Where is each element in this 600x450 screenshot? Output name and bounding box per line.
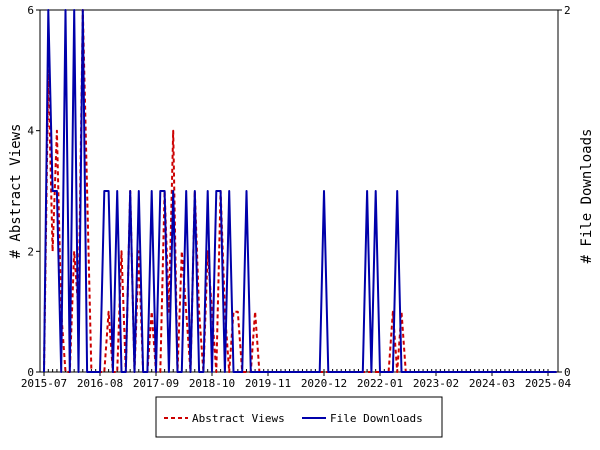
y2-ticks: 02 xyxy=(558,4,571,379)
x-tick-label: 2015-07 xyxy=(21,377,67,390)
y-ticks: 0 2 4 6 xyxy=(27,4,40,379)
y2-tick-label: 0 xyxy=(564,366,571,379)
file-downloads-line xyxy=(43,9,557,373)
x-tick-label: 2022-01 xyxy=(357,377,403,390)
y2-tick-label: 2 xyxy=(564,4,571,17)
x-tick-label: 2024-03 xyxy=(469,377,515,390)
x-tick-label: 2017-09 xyxy=(133,377,179,390)
series-file-downloads xyxy=(43,9,557,373)
x-tick-label: 2018-10 xyxy=(189,377,235,390)
y-tick-label: 2 xyxy=(27,245,34,258)
y-tick-label: 4 xyxy=(27,125,34,138)
y-axis-title: # Abstract Views xyxy=(8,124,24,259)
legend-box xyxy=(155,396,443,438)
y2-axis-title: # File Downloads xyxy=(579,129,595,264)
x-tick-label: 2020-12 xyxy=(301,377,347,390)
x-ticks: 2015-07 2016-08 2017-09 2018-10 2019-11 2020-… xyxy=(21,369,572,390)
legend-label-file-downloads: File Downloads xyxy=(330,412,423,425)
legend: Abstract Views File Downloads xyxy=(155,396,443,438)
x-tick-label: 2019-11 xyxy=(245,377,291,390)
x-tick-label: 2025-04 xyxy=(525,377,572,390)
legend-label-abstract-views: Abstract Views xyxy=(192,412,285,425)
x-tick-label: 2023-02 xyxy=(413,377,459,390)
y-tick-label: 0 xyxy=(27,366,34,379)
y-tick-label: 6 xyxy=(27,4,34,17)
x-tick-label: 2016-08 xyxy=(77,377,123,390)
